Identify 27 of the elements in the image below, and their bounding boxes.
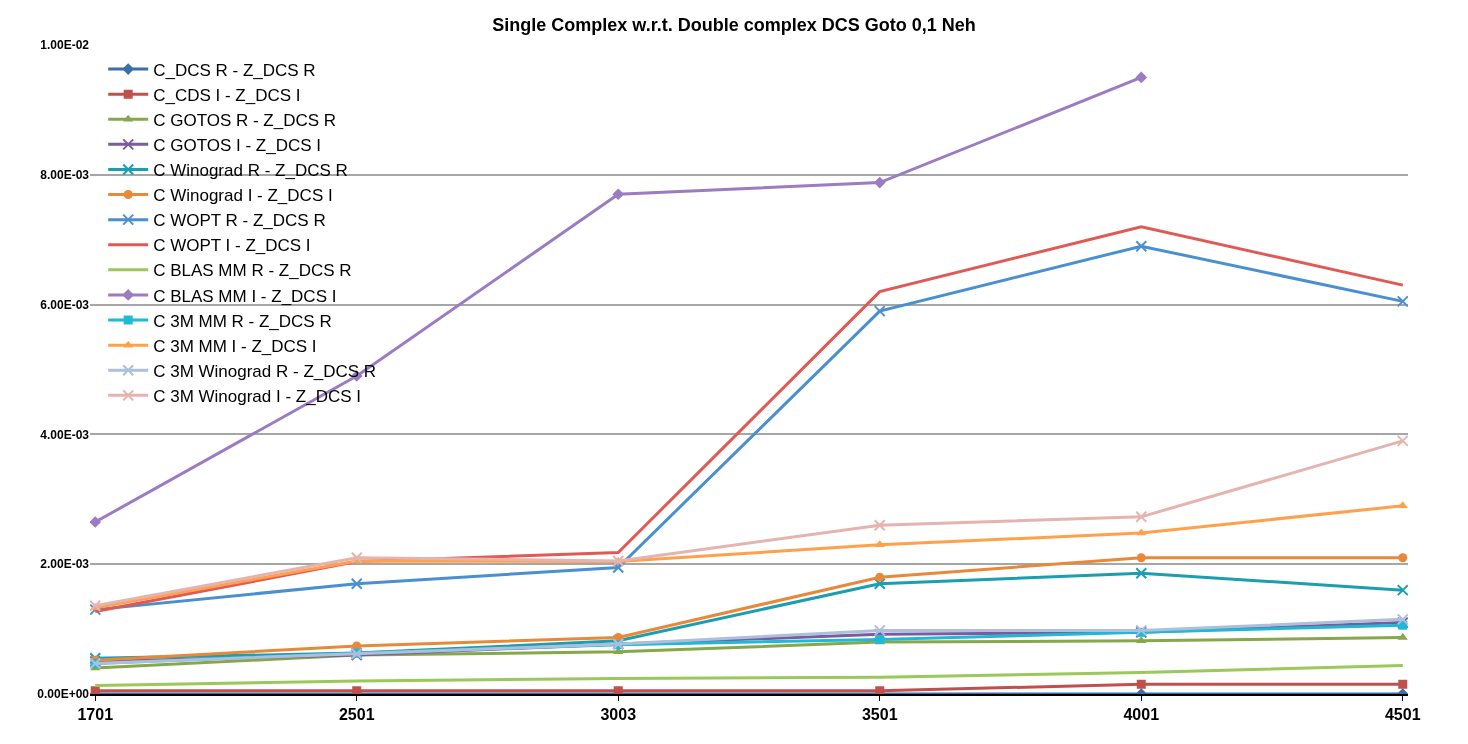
x-tick-label: 2501	[338, 706, 375, 724]
y-tick-label: 4.00E-03	[40, 427, 90, 442]
y-tick-label: 8.00E-03	[40, 168, 90, 182]
legend-label: C WOPT R - Z_DCS R	[153, 211, 326, 231]
x-tick-label: 3003	[600, 706, 637, 724]
legend-label: C BLAS MM I - Z_DCS I	[153, 286, 337, 306]
chart-title: Single Complex w.r.t. Double complex DCS Goto 0,1 Neh	[492, 15, 976, 36]
legend-label: C BLAS MM R - Z_DCS R	[153, 261, 352, 281]
legend-label: C 3M MM R - Z_DCS R	[153, 311, 332, 331]
y-tick-label: 6.00E-03	[40, 297, 90, 312]
x-tick-label: 4001	[1123, 706, 1160, 724]
x-tick-label: 1701	[77, 706, 114, 724]
legend-label: C Winograd I - Z_DCS I	[153, 186, 333, 206]
x-tick-label: 4501	[1384, 706, 1421, 724]
y-tick-label: 1.00E-02	[40, 38, 90, 53]
legend-label: C WOPT I - Z_DCS I	[153, 236, 311, 256]
legend-label: C GOTOS I - Z_DCS I	[153, 135, 322, 155]
legend-label: C 3M Winograd I - Z_DCS I	[153, 386, 362, 406]
legend-label: C_CDS I - Z_DCS I	[153, 85, 301, 105]
legend-label: C Winograd R - Z_DCS R	[153, 161, 348, 181]
y-tick-label: 2.00E-03	[40, 557, 90, 572]
legend-label: C 3M Winograd R - Z_DCS R	[153, 361, 377, 381]
legend-label: C 3M MM I - Z_DCS I	[153, 336, 317, 356]
y-tick-label: 0.00E+00	[37, 687, 90, 702]
legend-label: C_DCS R - Z_DCS R	[153, 60, 316, 80]
legend-label: C GOTOS R - Z_DCS R	[153, 110, 337, 130]
x-tick-label: 3501	[861, 706, 898, 724]
